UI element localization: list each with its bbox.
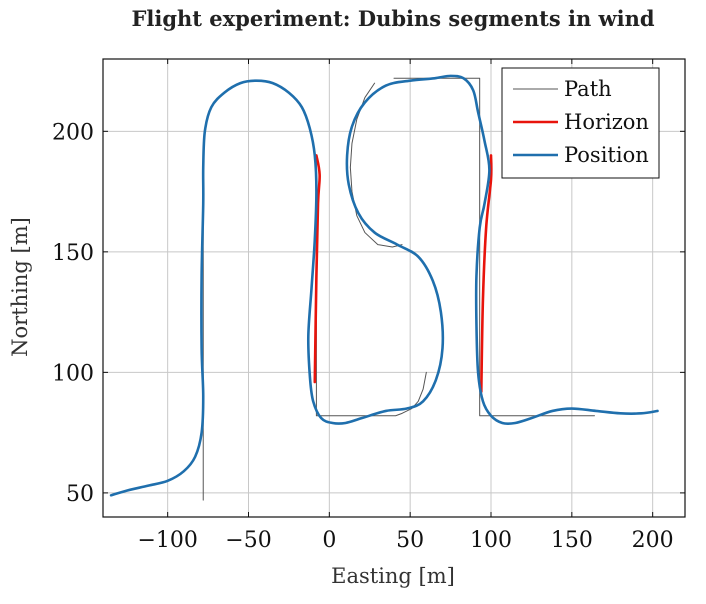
y-axis-label: Northing [m]	[8, 217, 32, 357]
y-tick-label: 150	[52, 241, 94, 266]
series-line-horizon	[480, 154, 493, 393]
legend-label-position: Position	[564, 143, 649, 167]
y-tick-label: 200	[52, 120, 94, 145]
series-line-horizon	[313, 154, 321, 384]
series-line-path	[315, 159, 427, 417]
x-tick-label: −50	[225, 528, 271, 553]
x-tick-label: 150	[551, 528, 593, 553]
legend: Path Horizon Position	[501, 67, 660, 179]
x-axis-label: Easting [m]	[331, 564, 455, 588]
legend-label-path: Path	[564, 77, 612, 101]
series-line-position	[109, 74, 659, 497]
ticks: −100 −50 0 50 100 150 200 50 100 150 200	[52, 59, 685, 553]
series-line-path	[349, 82, 403, 248]
x-tick-label: 50	[396, 528, 424, 553]
series-group	[109, 74, 659, 501]
axes-frame	[102, 58, 686, 518]
x-tick-label: 0	[322, 528, 336, 553]
legend-label-horizon: Horizon	[564, 110, 649, 134]
chart-title: Flight experiment: Dubins segments in wi…	[131, 6, 654, 31]
y-tick-label: 50	[66, 482, 94, 507]
x-tick-label: 100	[470, 528, 512, 553]
x-tick-label: −100	[137, 528, 197, 553]
x-tick-label: 200	[632, 528, 674, 553]
y-tick-label: 100	[52, 361, 94, 386]
